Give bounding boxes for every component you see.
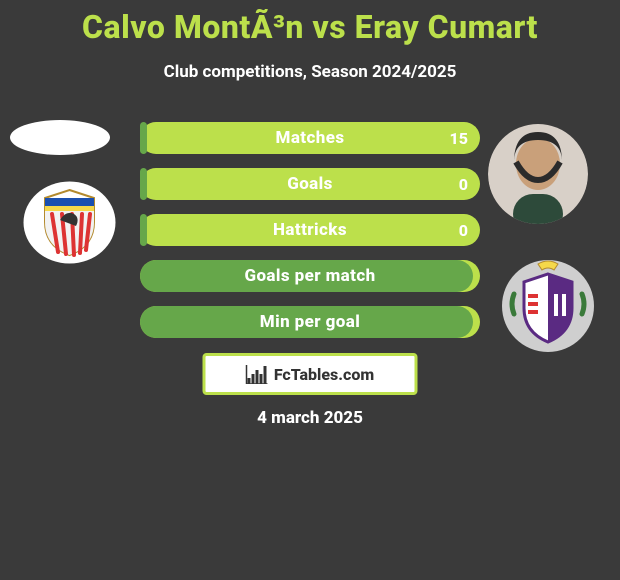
stat-bar-fill — [140, 214, 147, 246]
stat-value-right: 15 — [450, 122, 468, 154]
branding-badge[interactable]: FcTables.com — [203, 353, 418, 395]
page-subtitle: Club competitions, Season 2024/2025 — [0, 62, 620, 82]
crest-icon — [498, 254, 598, 354]
stat-bar: Goals per match — [140, 260, 480, 292]
stat-bar: Min per goal — [140, 306, 480, 338]
stat-label: Min per goal — [260, 312, 360, 332]
stat-bar: 0 Goals — [140, 168, 480, 200]
stat-bar-fill — [140, 168, 147, 200]
date-label: 4 march 2025 — [0, 408, 620, 428]
stat-bar-fill — [140, 122, 147, 154]
stat-label: Goals per match — [244, 266, 375, 286]
stat-label: Hattricks — [273, 220, 347, 240]
player-left-avatar — [10, 120, 110, 155]
stats-list: 15 Matches 0 Goals 0 Hattricks Goals per match… — [140, 122, 480, 352]
branding-label: FcTables.com — [274, 365, 374, 384]
stat-value-right: 0 — [459, 168, 468, 200]
page-title: Calvo MontÃ³n vs Eray Cumart — [0, 8, 620, 46]
stat-bar: 15 Matches — [140, 122, 480, 154]
club-right-badge — [498, 254, 598, 354]
shield-icon — [22, 180, 117, 265]
bar-chart-icon — [246, 364, 268, 384]
stat-label: Goals — [287, 174, 333, 194]
club-left-badge — [22, 180, 117, 265]
person-icon — [488, 122, 588, 226]
stat-bar: 0 Hattricks — [140, 214, 480, 246]
stat-label: Matches — [276, 128, 345, 148]
stat-value-right: 0 — [459, 214, 468, 246]
player-right-avatar — [488, 122, 588, 226]
